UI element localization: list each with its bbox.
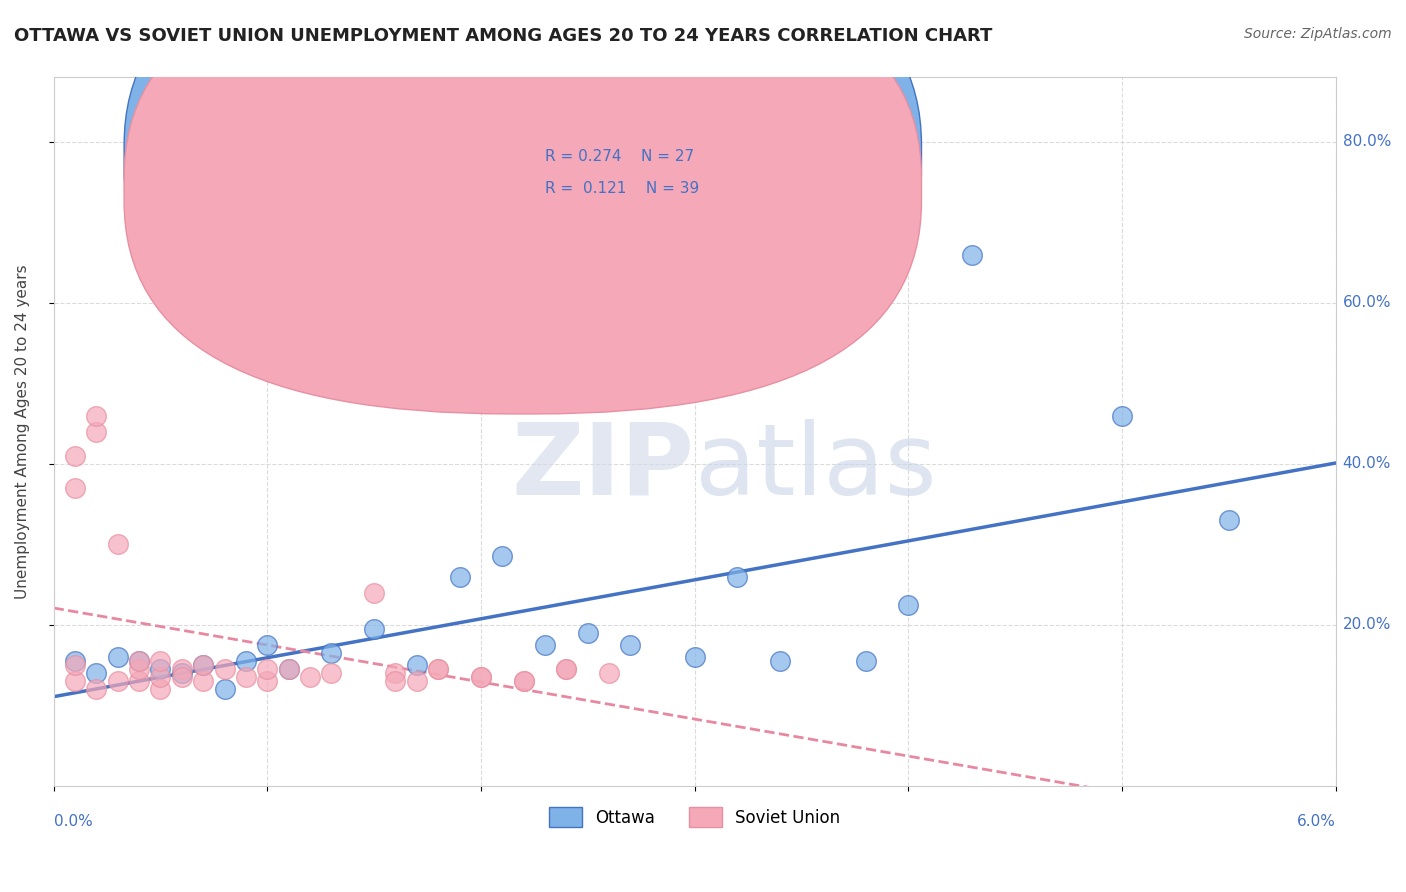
Point: [193, 658, 215, 673]
Point: [128, 662, 150, 676]
Point: [534, 638, 557, 652]
Point: [170, 670, 193, 684]
Point: [363, 585, 385, 599]
Point: [427, 662, 450, 676]
Point: [149, 682, 172, 697]
Point: [107, 537, 129, 551]
Point: [384, 674, 406, 689]
Point: [384, 666, 406, 681]
Point: [107, 674, 129, 689]
Text: 40.0%: 40.0%: [1343, 457, 1391, 471]
Point: [128, 654, 150, 668]
Point: [321, 666, 343, 681]
Point: [683, 650, 706, 665]
Point: [1218, 513, 1240, 527]
Point: [1111, 409, 1133, 423]
Point: [149, 654, 172, 668]
Point: [405, 658, 427, 673]
Point: [235, 654, 257, 668]
Legend: Ottawa, Soviet Union: Ottawa, Soviet Union: [543, 800, 846, 834]
Point: [63, 654, 86, 668]
Point: [193, 658, 215, 673]
Point: [256, 674, 278, 689]
Point: [170, 662, 193, 676]
Point: [470, 670, 492, 684]
Point: [491, 549, 513, 564]
Point: [298, 670, 321, 684]
Text: R =  0.121    N = 39: R = 0.121 N = 39: [544, 181, 699, 196]
Point: [405, 674, 427, 689]
Point: [193, 674, 215, 689]
FancyBboxPatch shape: [124, 0, 921, 382]
Point: [855, 654, 877, 668]
Point: [63, 674, 86, 689]
Point: [897, 598, 920, 612]
Point: [769, 654, 792, 668]
Point: [512, 674, 534, 689]
Point: [86, 409, 108, 423]
Point: [321, 646, 343, 660]
Point: [214, 662, 236, 676]
Point: [470, 670, 492, 684]
Point: [725, 569, 748, 583]
FancyBboxPatch shape: [124, 0, 921, 414]
Point: [235, 670, 257, 684]
Point: [256, 638, 278, 652]
Text: OTTAWA VS SOVIET UNION UNEMPLOYMENT AMONG AGES 20 TO 24 YEARS CORRELATION CHART: OTTAWA VS SOVIET UNION UNEMPLOYMENT AMON…: [14, 27, 993, 45]
Point: [128, 654, 150, 668]
Point: [63, 481, 86, 495]
Text: 60.0%: 60.0%: [1343, 295, 1391, 310]
Point: [512, 674, 534, 689]
Y-axis label: Unemployment Among Ages 20 to 24 years: Unemployment Among Ages 20 to 24 years: [15, 264, 30, 599]
Point: [107, 650, 129, 665]
Point: [170, 666, 193, 681]
Text: R = 0.274    N = 27: R = 0.274 N = 27: [544, 149, 693, 164]
Point: [256, 662, 278, 676]
Point: [63, 658, 86, 673]
Point: [427, 662, 450, 676]
Text: 0.0%: 0.0%: [53, 814, 93, 829]
Point: [363, 622, 385, 636]
Text: 80.0%: 80.0%: [1343, 135, 1391, 149]
Point: [962, 247, 984, 261]
Point: [214, 682, 236, 697]
Point: [86, 425, 108, 439]
Point: [576, 625, 599, 640]
Point: [149, 662, 172, 676]
Point: [449, 569, 471, 583]
FancyBboxPatch shape: [489, 120, 875, 227]
Text: Source: ZipAtlas.com: Source: ZipAtlas.com: [1244, 27, 1392, 41]
Point: [277, 662, 299, 676]
Point: [277, 662, 299, 676]
Point: [128, 674, 150, 689]
Text: ZIP: ZIP: [512, 418, 695, 516]
Text: atlas: atlas: [695, 418, 936, 516]
Point: [86, 682, 108, 697]
Point: [619, 638, 641, 652]
Point: [598, 666, 620, 681]
Text: 20.0%: 20.0%: [1343, 617, 1391, 632]
Point: [86, 666, 108, 681]
Point: [149, 670, 172, 684]
Text: 6.0%: 6.0%: [1296, 814, 1336, 829]
Point: [555, 662, 578, 676]
Point: [63, 449, 86, 463]
Point: [555, 662, 578, 676]
